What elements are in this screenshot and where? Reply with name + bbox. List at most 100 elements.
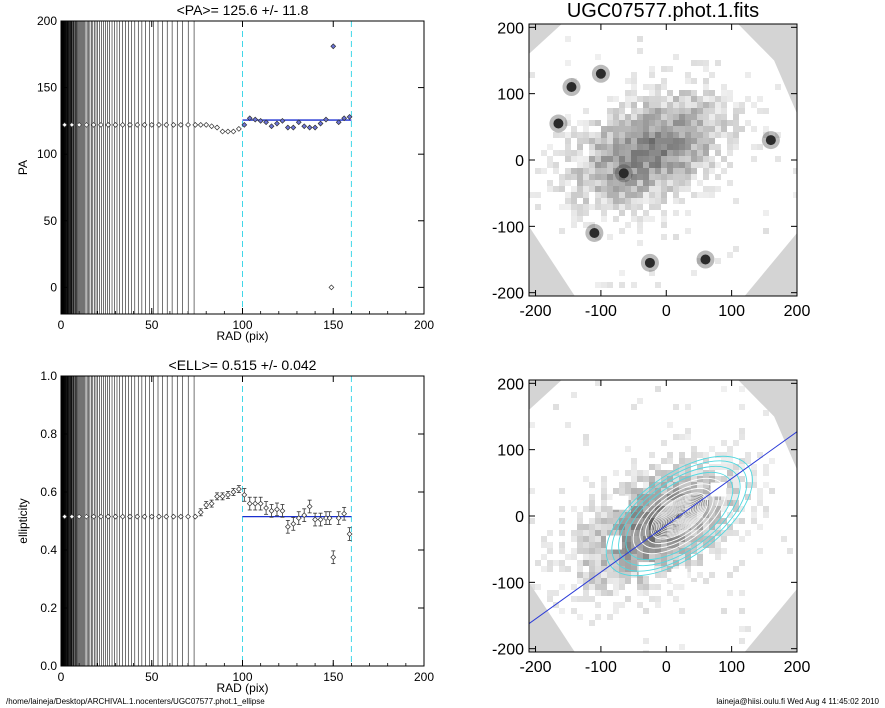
panel4-ytick-label: -200 — [492, 642, 524, 659]
panel1-data-point — [76, 121, 83, 128]
panel1-data-point — [323, 116, 329, 123]
panel1-ytick-label: 150 — [37, 81, 57, 95]
panel1-data-point — [83, 121, 90, 128]
panel1-data-point — [317, 120, 324, 127]
panel1-data-point — [156, 121, 162, 128]
panel3-star — [553, 118, 564, 129]
panel3-star-halo — [614, 164, 633, 183]
panel1-data-point — [112, 121, 119, 128]
panel3-masked-corner — [529, 24, 562, 54]
footer-path: /home/laineja/Desktop/ARCHIVAL.1.nocente… — [6, 697, 265, 706]
panel1-ytick-label: 100 — [37, 147, 57, 161]
panel4-ytick-label: 200 — [497, 376, 524, 393]
panel2-xtick-label: 0 — [58, 670, 65, 684]
panel2-data-point — [163, 513, 170, 520]
panel2-data-point — [219, 493, 226, 500]
panel1-data-point — [98, 121, 104, 128]
panel3-image — [529, 24, 797, 296]
panel3-xtick-label: 200 — [784, 303, 811, 320]
panel3-star — [765, 135, 776, 146]
panel1-data-point — [328, 284, 335, 291]
panel2-data-point — [203, 502, 210, 508]
panel2-ytick-label: 0.2 — [40, 601, 57, 615]
panel3-star — [589, 227, 600, 238]
panel3-star-halo — [549, 114, 568, 133]
panel1-ylabel: PA — [16, 160, 30, 175]
panel2-data-point — [263, 505, 269, 511]
panel2-ytick-label: 1.0 — [40, 369, 57, 383]
panel2-data-point — [312, 516, 318, 523]
panel2-data-point — [306, 503, 313, 510]
panel1-data-point — [225, 128, 231, 135]
panel2-data-point — [68, 513, 75, 520]
panel1-data-point — [185, 121, 191, 128]
panel1-xtick-label: 100 — [232, 318, 252, 332]
panel2-plot — [61, 376, 353, 666]
panel4-xtick-label: 100 — [718, 659, 745, 676]
panel4-xtick-label: 0 — [662, 659, 671, 676]
panel1-data-point — [252, 116, 259, 123]
panel2-data-point — [177, 513, 184, 520]
panel3-star-halo — [761, 131, 780, 150]
panel4-masked-corner — [529, 380, 562, 410]
panel1-xtick-label: 200 — [414, 318, 434, 332]
panel2-data-point — [290, 521, 297, 527]
panel2-data-point — [230, 489, 237, 495]
panel2-data-point — [127, 513, 133, 520]
panel2-data-point — [335, 515, 342, 521]
panel2-title: <ELL>= 0.515 +/- 0.042 — [169, 357, 317, 373]
panel2-xlabel: RAD (pix) — [216, 681, 268, 695]
panel3-star — [700, 254, 711, 265]
panel3-masked-corner — [529, 226, 575, 296]
panel3-xtick-label: -100 — [585, 303, 617, 320]
panel1-data-point — [306, 124, 313, 131]
panel3-star — [566, 82, 577, 93]
panel2-data-point — [98, 513, 104, 520]
panel3-star-halo — [585, 223, 604, 242]
panel2-data-point — [241, 492, 248, 498]
panel2-data-point — [119, 513, 126, 520]
panel2-data-point — [192, 513, 199, 520]
panel1-data-point — [246, 115, 253, 122]
panel1-plot — [61, 21, 353, 314]
panel4-major-axis — [529, 431, 797, 625]
panel1-data-point — [208, 123, 215, 130]
panel3-star — [644, 257, 655, 268]
panel1-data-point — [163, 121, 170, 128]
panel1-radius-lines — [61, 21, 195, 314]
panel2-data-point — [185, 513, 191, 520]
panel3-pixels — [529, 36, 797, 288]
panel2-data-point — [330, 554, 337, 561]
panel2-data-point — [170, 513, 177, 520]
panel2-data-point — [252, 500, 259, 507]
panel2-data-point — [346, 531, 353, 537]
panel1-data-point — [241, 121, 248, 128]
panel1-data-point — [105, 121, 112, 128]
panel1-data-point — [274, 120, 280, 127]
panel3-xtick-label: -200 — [520, 303, 552, 320]
footer-timestamp: laineja@hiisi.oulu.fi Wed Aug 4 11:45:02… — [716, 697, 879, 706]
panel1-data-point — [170, 121, 177, 128]
panel2-data-point — [284, 523, 291, 530]
panel1-data-point — [177, 121, 184, 128]
panel2-data-point — [225, 492, 231, 498]
panel1-ytick-label: 0 — [50, 280, 57, 294]
panel2-data-point — [246, 500, 253, 507]
panel1-data-point — [90, 121, 97, 128]
panel4-mask — [612, 495, 629, 510]
panel1-data-point — [279, 117, 286, 124]
panel1-data-point — [197, 121, 204, 128]
panel2-radius-lines — [61, 376, 195, 666]
panel1-data-point — [219, 128, 226, 135]
panel2-xtick-label: 150 — [323, 670, 343, 684]
panel2-data-point — [279, 507, 286, 514]
panel2-data-point — [105, 513, 112, 520]
panel1-data-point — [148, 121, 155, 128]
panel1-data-point — [61, 121, 68, 128]
panel2-data-point — [235, 486, 242, 492]
panel2-ytick-label: 0.4 — [40, 543, 57, 557]
panel1-data-point — [235, 125, 242, 132]
panel2-ytick-label: 0.6 — [40, 485, 57, 499]
panel1-data-point — [330, 43, 337, 50]
